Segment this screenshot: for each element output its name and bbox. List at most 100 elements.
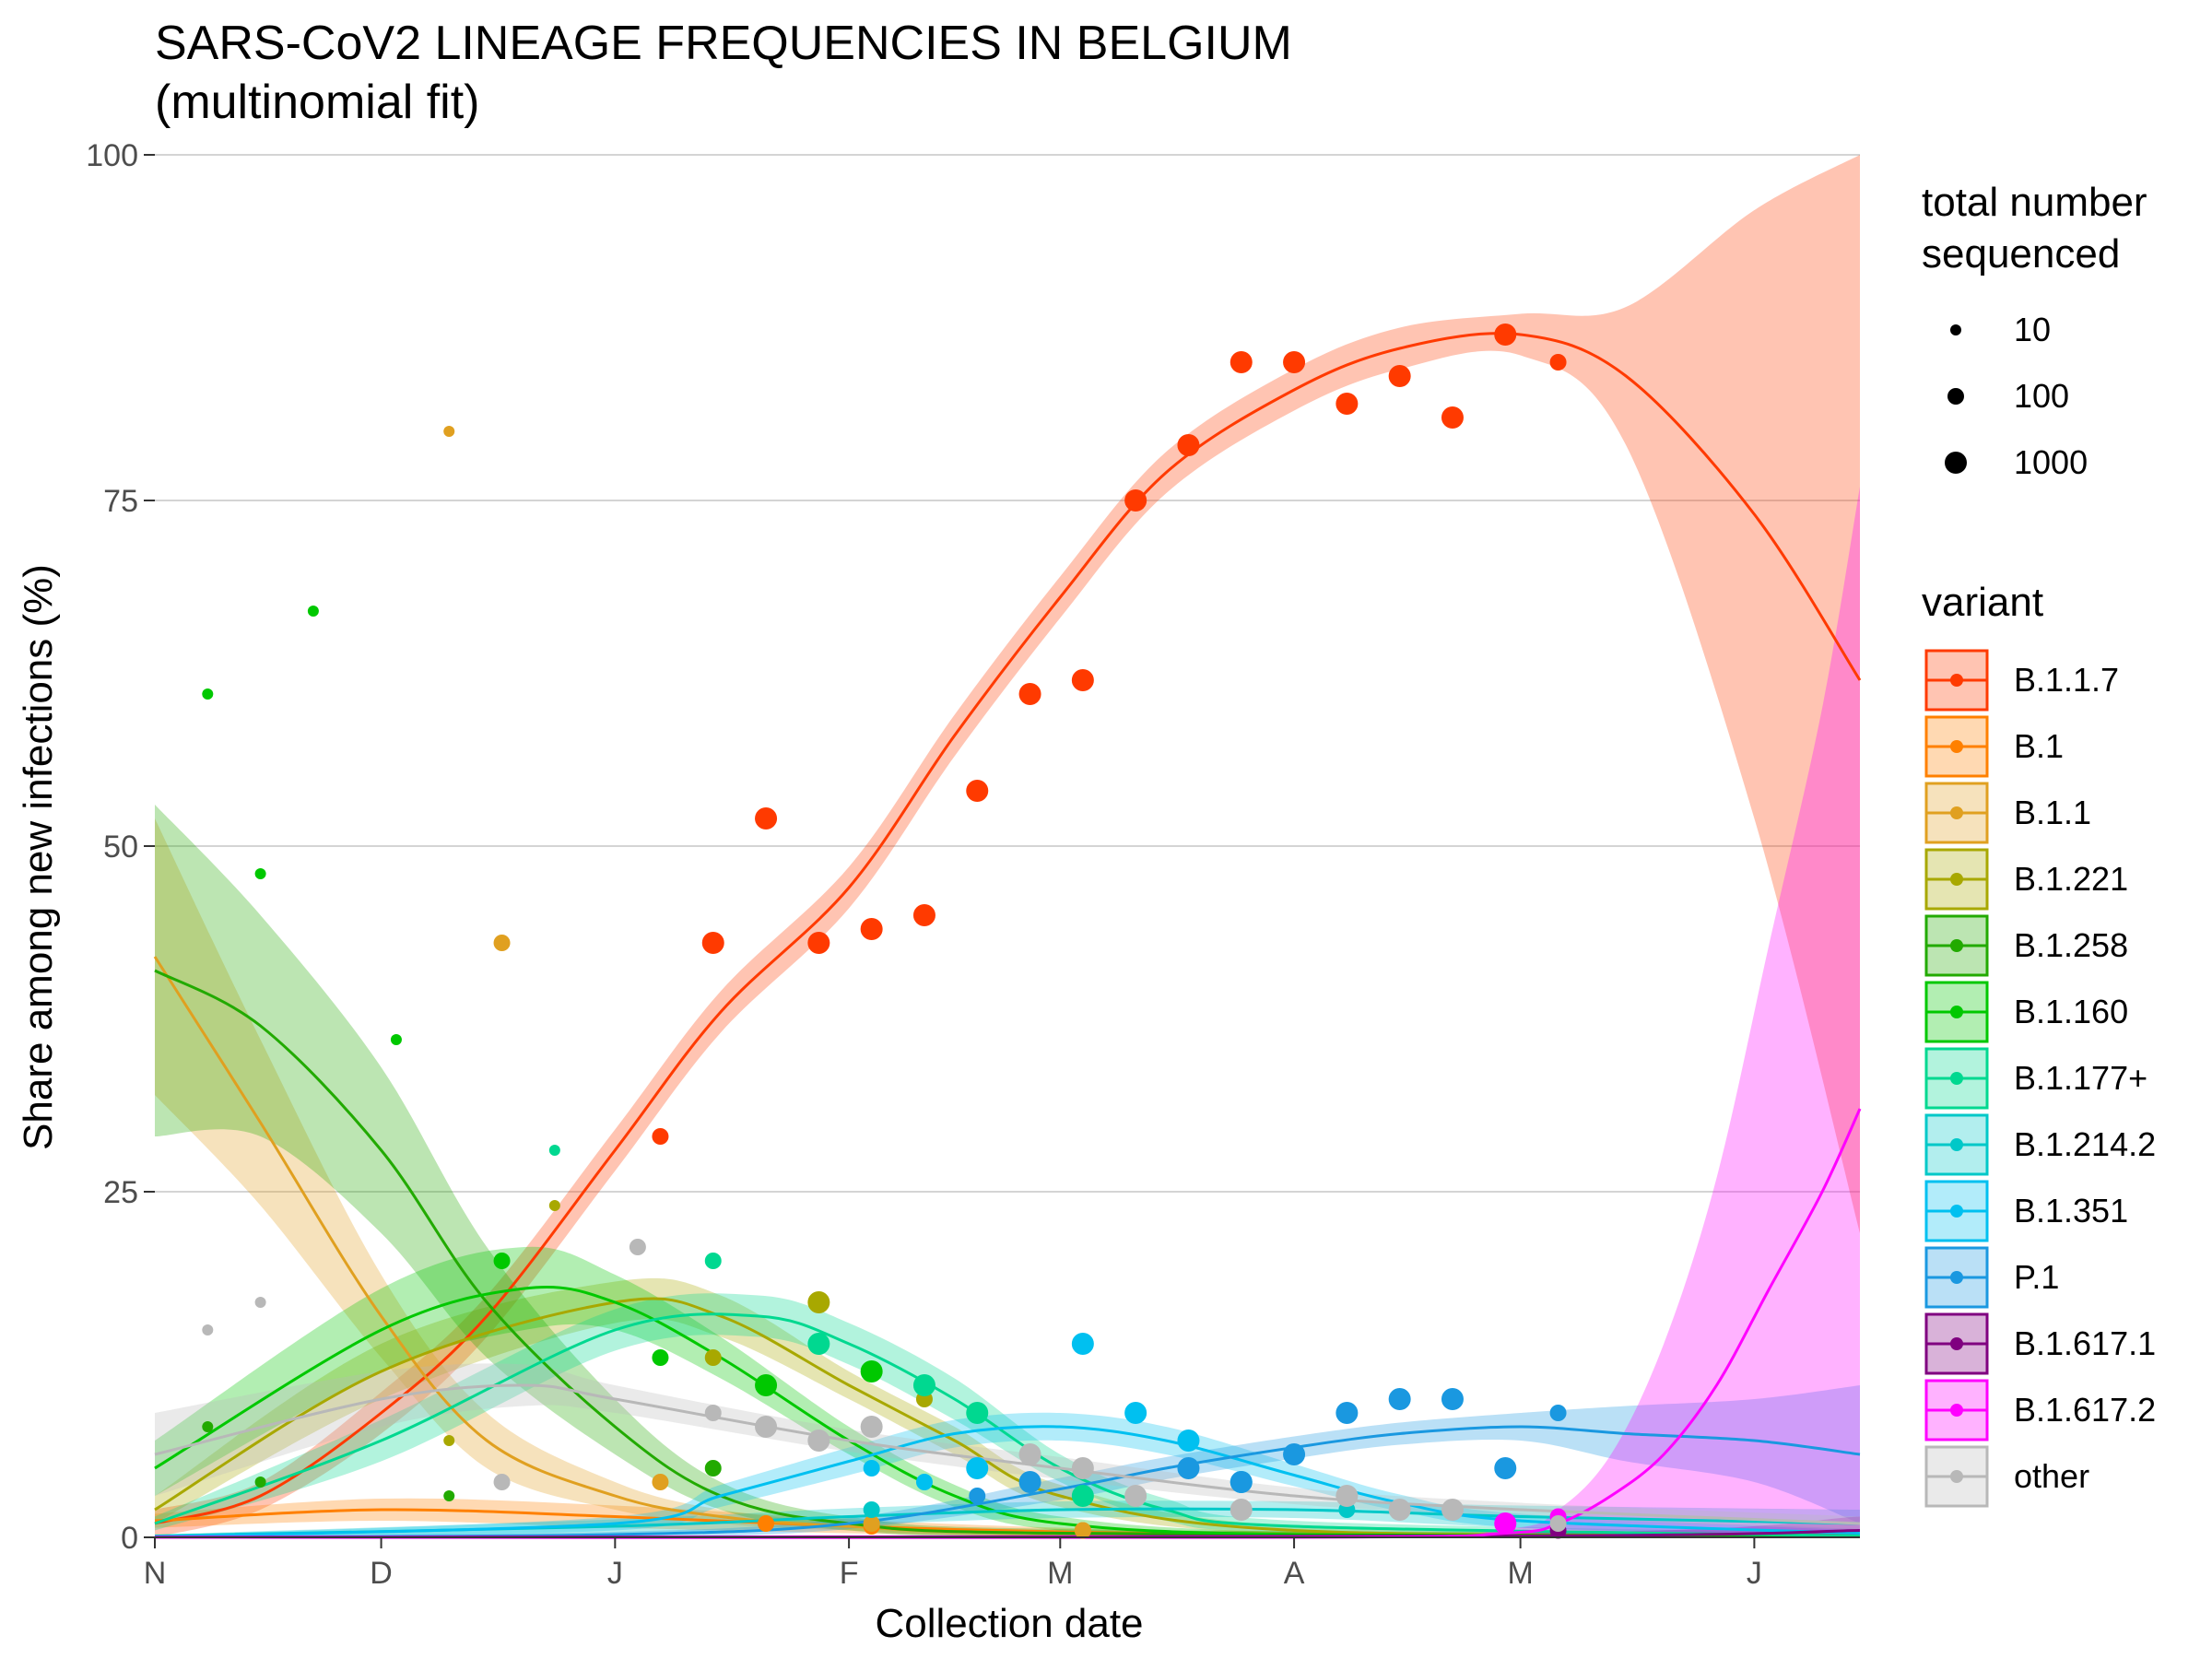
legend-dot-B.1.258 [1950,939,1963,952]
point-B.1.258-3 [704,1460,722,1477]
point-B.1.214.2-0 [863,1501,880,1518]
point-other-8 [1018,1443,1041,1465]
point-B.1.221-3 [807,1291,830,1313]
legend-dot-B.1.214.2 [1950,1138,1963,1151]
point-B.1.160-3 [390,1034,402,1045]
legend-dot-B.1.1 [1950,806,1963,819]
point-P.1-6 [1388,1388,1411,1410]
band-B.1.221 [155,1277,1860,1538]
size-legend: total number sequenced 10 100 1000 [1922,180,2147,481]
point-B.1.221-0 [443,1435,455,1446]
chart-subtitle: (multinomial fit) [155,76,480,129]
x-tick-label-4: M [1047,1556,1073,1591]
y-tick-label-50: 50 [103,830,138,865]
legend-dot-B.1.1.7 [1950,674,1963,687]
legend-label-P.1: P.1 [2014,1258,2059,1296]
legend-dot-B.1.617.1 [1950,1337,1963,1350]
point-B.1.1.7-7 [1018,683,1041,705]
legend-dot-B.1 [1950,740,1963,753]
legend-label-B.1.617.1: B.1.617.1 [2014,1324,2156,1362]
y-axis-label: Share among new infections (%) [16,564,61,1150]
point-B.1.1.7-13 [1335,393,1359,415]
point-other-15 [1549,1515,1567,1532]
legend-label-other: other [2014,1457,2089,1495]
point-P.1-4 [1283,1443,1306,1465]
legend-dot-B.1.177+ [1950,1072,1963,1085]
fit-lines [153,332,1862,1539]
y-tick-label-25: 25 [103,1175,138,1210]
point-B.1.1.7-11 [1230,351,1253,373]
variant-legend: variant B.1.1.7 B.1 B.1.1 B.1.221 B.1.258 B.1… [1922,580,2156,1508]
size-legend-label-100: 100 [2014,377,2069,415]
size-legend-dot-100 [1947,388,1964,405]
x-tick-label-6: M [1507,1556,1533,1591]
fit-line-B.1.221 [154,1297,1861,1537]
x-axis-label: Collection date [875,1601,1143,1646]
point-B.1.1.7-15 [1441,406,1464,429]
point-B.1.1.7-8 [1071,669,1094,691]
point-B.1.351-0 [863,1460,880,1477]
legend-label-B.1.258: B.1.258 [2014,926,2128,964]
point-P.1-7 [1441,1388,1464,1410]
fit-line-B.1.1.7 [154,332,1862,1525]
point-B.1.1.7-17 [1549,354,1567,371]
point-P.1-8 [1494,1457,1517,1479]
y-tick-label-100: 100 [86,138,138,173]
chart-title: SARS-CoV2 LINEAGE FREQUENCIES IN BELGIUM [155,17,1292,70]
point-B.1.177+-1 [704,1253,722,1269]
point-B.1.617.2-0 [1494,1512,1517,1535]
data-points [202,324,1567,1539]
point-P.1-1 [1018,1471,1041,1493]
fit-line-B.1.351 [154,1425,1861,1538]
legend-dot-B.1.221 [1950,873,1963,886]
point-B.1.1.7-5 [912,904,935,926]
band-B.1.160 [155,1246,1860,1538]
point-P.1-0 [969,1488,986,1504]
x-tick-label-0: N [144,1556,167,1591]
point-other-9 [1071,1457,1094,1479]
legend-dot-B.1.351 [1950,1205,1963,1218]
point-B.1.1-0 [443,426,455,437]
point-B.1.1-3 [863,1515,880,1532]
point-B.1.177+-3 [912,1374,935,1396]
point-other-6 [807,1430,830,1452]
point-P.1-2 [1177,1457,1200,1479]
point-B.1.1-4 [1074,1522,1091,1539]
size-legend-label-1000: 1000 [2014,443,2088,481]
point-B.1.160-7 [860,1360,883,1382]
point-B.1.160-6 [755,1374,778,1396]
point-other-7 [860,1416,883,1438]
point-other-13 [1388,1499,1411,1521]
legend-label-B.1.214.2: B.1.214.2 [2014,1125,2156,1163]
point-B.1.351-3 [1071,1333,1094,1355]
size-legend-title-line2: sequenced [1922,231,2120,276]
point-other-11 [1230,1499,1253,1521]
x-tick-label-1: D [370,1556,393,1591]
point-B.1.258-2 [443,1490,455,1501]
legend-label-B.1.221: B.1.221 [2014,860,2128,898]
point-other-0 [202,1324,214,1335]
band-B.1.177+ [155,1293,1860,1537]
legend-label-B.1.160: B.1.160 [2014,993,2128,1030]
point-other-10 [1124,1485,1147,1507]
point-other-12 [1335,1485,1359,1507]
point-B.1-0 [758,1515,775,1532]
point-B.1.160-0 [202,688,214,700]
point-B.1.1.7-10 [1177,434,1200,456]
point-B.1.160-1 [254,868,266,879]
point-P.1-9 [1549,1405,1567,1421]
size-legend-label-10: 10 [2014,311,2051,348]
point-B.1.351-5 [1177,1430,1200,1452]
point-B.1.177+-2 [807,1333,830,1355]
point-B.1.160-4 [493,1253,511,1269]
legend-dot-other [1950,1470,1963,1483]
point-other-1 [254,1297,266,1308]
y-tick-label-75: 75 [103,484,138,519]
band-other [155,1363,1860,1531]
point-B.1.351-2 [966,1457,989,1479]
point-P.1-3 [1230,1471,1253,1493]
point-B.1.1.7-3 [807,932,830,954]
x-tick-label-2: J [607,1556,623,1591]
point-B.1.177+-4 [966,1402,989,1424]
band-P.1 [155,1385,1860,1538]
